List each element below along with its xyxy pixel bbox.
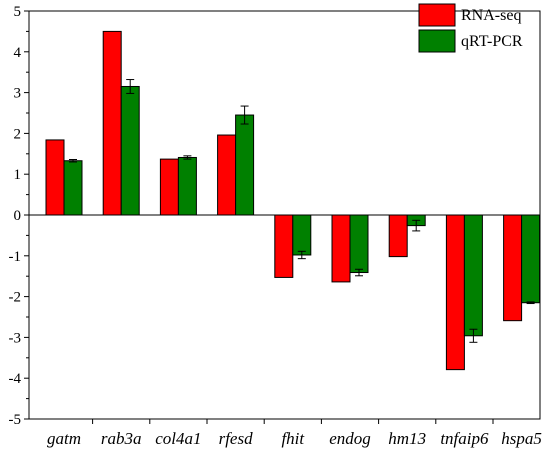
x-tick-label-endog: endog (329, 429, 371, 448)
x-tick-label-col4a1: col4a1 (155, 429, 201, 448)
bar-rna-seq-hm13 (388, 214, 408, 258)
x-tick-label-hm13: hm13 (388, 429, 426, 448)
bar-rna-seq-col4a1 (159, 158, 179, 216)
x-tick-label-gatm: gatm (47, 429, 81, 448)
y-tick-label: 1 (14, 167, 22, 183)
x-tick-label-hspa5: hspa5 (501, 429, 542, 448)
bar-rna-seq-endog (331, 214, 351, 283)
bar-rna-seq-hspa5 (503, 214, 523, 322)
y-tick-label: -5 (9, 412, 22, 428)
bar-qrt-pcr-endog (349, 214, 369, 274)
legend-swatch-rna-seq (418, 3, 456, 27)
y-tick-label: -1 (9, 249, 22, 265)
y-tick-label: 5 (14, 4, 22, 20)
x-tick-label-rfesd: rfesd (219, 429, 254, 448)
bar-rna-seq-rab3a (102, 30, 122, 216)
bar-qrt-pcr-rab3a (120, 85, 140, 216)
x-tick-label-fhit: fhit (281, 429, 305, 448)
bar-rna-seq-tnfaip6 (445, 214, 465, 371)
bar-rna-seq-rfesd (217, 134, 237, 216)
bar-qrt-pcr-gatm (63, 160, 83, 216)
bar-qrt-pcr-col4a1 (177, 156, 197, 216)
bar-qrt-pcr-fhit (292, 214, 312, 256)
y-tick-label: 0 (14, 208, 22, 224)
y-tick-label: -4 (9, 371, 22, 387)
x-tick-label-rab3a: rab3a (101, 429, 142, 448)
bar-qrt-pcr-rfesd (235, 114, 255, 216)
bar-rna-seq-fhit (274, 214, 294, 278)
bar-rna-seq-gatm (45, 139, 65, 216)
x-tick-label-tnfaip6: tnfaip6 (440, 429, 489, 448)
legend-label-qrt-pcr: qRT-PCR (461, 33, 523, 50)
legend-label-rna-seq: RNA-seq (461, 7, 521, 24)
y-tick-label: -3 (9, 330, 22, 346)
legend-swatch-qrt-pcr (418, 29, 456, 53)
y-tick-label: 2 (14, 126, 22, 142)
bar-qrt-pcr-hspa5 (521, 214, 541, 304)
y-tick-label: 4 (14, 45, 22, 61)
y-tick-label: 3 (14, 86, 22, 102)
bar-qrt-pcr-tnfaip6 (463, 214, 483, 337)
y-tick-label: -2 (9, 290, 22, 306)
